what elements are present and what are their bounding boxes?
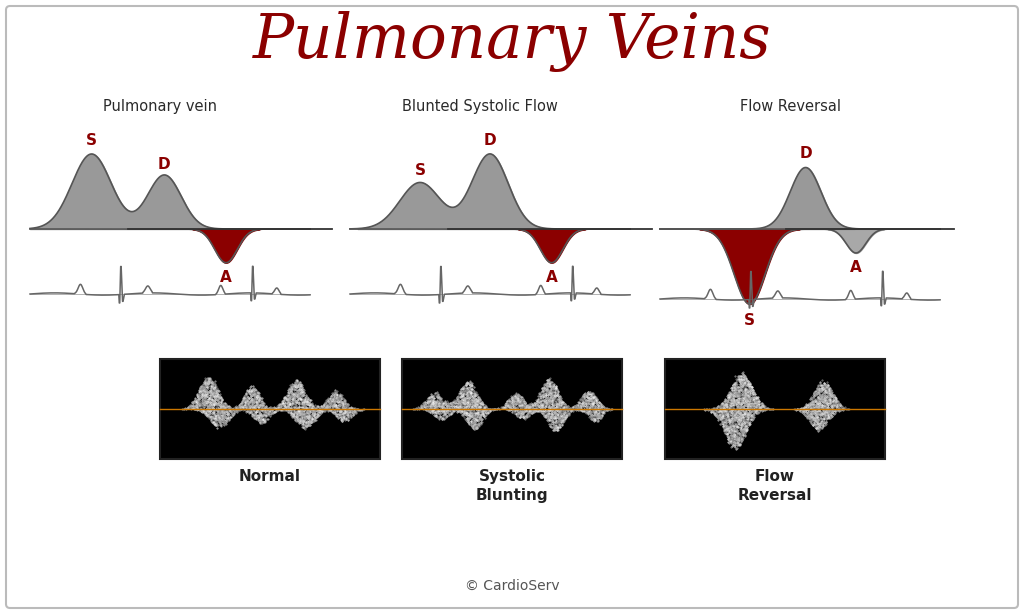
Text: S: S: [415, 163, 426, 178]
Text: Blunted Systolic Flow: Blunted Systolic Flow: [402, 99, 558, 114]
Text: A: A: [546, 270, 557, 286]
Bar: [402, 359, 622, 459]
Text: D: D: [483, 133, 497, 148]
Text: Systolic
Blunting: Systolic Blunting: [476, 469, 548, 503]
Text: S: S: [744, 313, 755, 328]
Bar: [665, 359, 885, 459]
Text: Flow Reversal: Flow Reversal: [739, 99, 841, 114]
Text: S: S: [86, 133, 97, 148]
Text: Flow
Reversal: Flow Reversal: [737, 469, 812, 503]
Text: Normal: Normal: [239, 469, 301, 484]
Text: © CardioServ: © CardioServ: [465, 579, 559, 593]
Text: D: D: [158, 157, 171, 172]
Bar: [160, 359, 380, 459]
Text: Pulmonary Veins: Pulmonary Veins: [253, 12, 771, 72]
FancyBboxPatch shape: [6, 6, 1018, 608]
Text: A: A: [220, 270, 231, 286]
Text: D: D: [800, 147, 812, 161]
Text: Pulmonary vein: Pulmonary vein: [103, 99, 217, 114]
Text: A: A: [850, 260, 862, 276]
